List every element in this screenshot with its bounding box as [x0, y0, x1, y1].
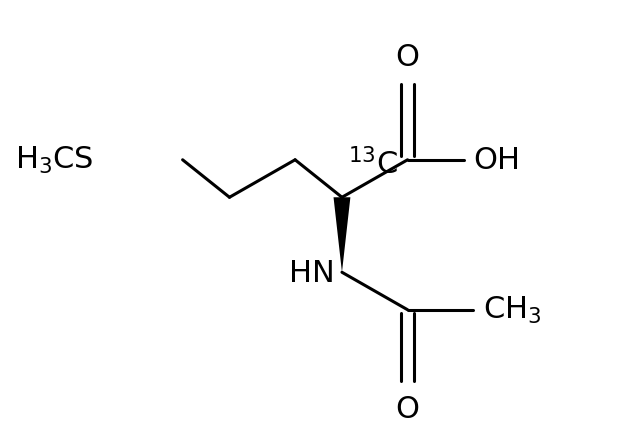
Text: $^{13}$C: $^{13}$C: [348, 148, 398, 180]
Text: OH: OH: [473, 146, 520, 175]
Text: CH$_3$: CH$_3$: [483, 294, 541, 325]
Text: O: O: [396, 42, 420, 71]
Text: HN: HN: [289, 258, 335, 287]
Text: O: O: [396, 394, 420, 423]
Text: H$_3$CS: H$_3$CS: [15, 145, 93, 176]
Polygon shape: [333, 198, 350, 272]
